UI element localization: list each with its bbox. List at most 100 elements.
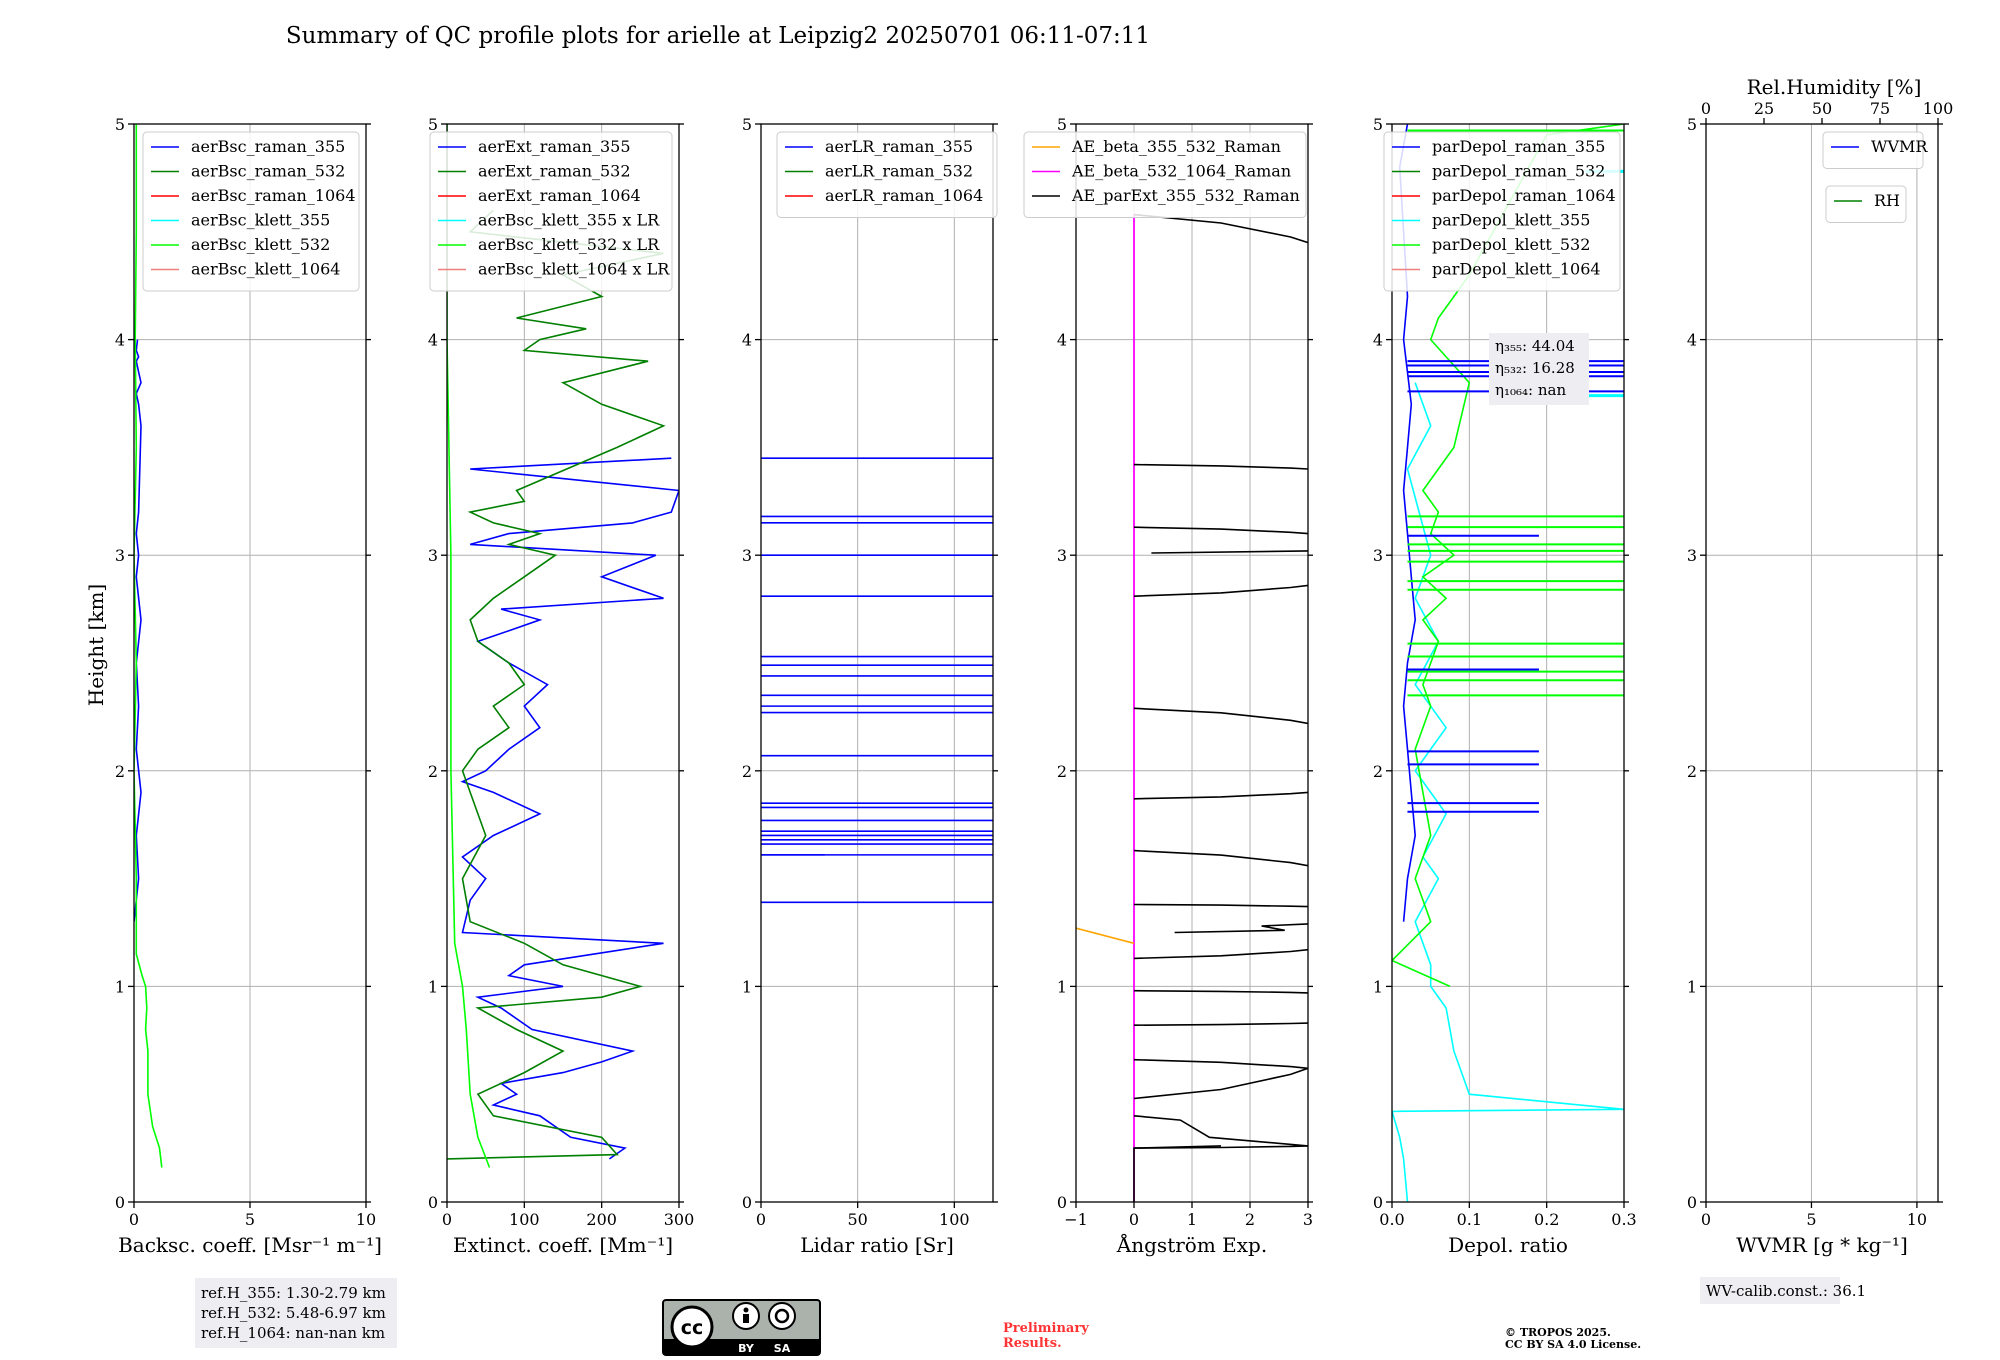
pardepol-klett-355-line xyxy=(1392,382,1624,1202)
y-tick-label: 5 xyxy=(1057,115,1067,134)
y-tick-label: 4 xyxy=(428,331,438,350)
top-tick-label: 50 xyxy=(1812,99,1832,118)
ae-beta-355-532-line xyxy=(1076,927,1135,945)
y-tick-label: 1 xyxy=(115,977,125,996)
x-tick-label: 100 xyxy=(509,1210,540,1229)
x-tick-label: 5 xyxy=(1806,1210,1816,1229)
legend-label: aerBsc_raman_532 xyxy=(191,162,345,181)
plot-area-ae xyxy=(1076,213,1308,1202)
y-tick-label: 4 xyxy=(1687,331,1697,350)
y-tick-label: 0 xyxy=(742,1193,752,1212)
panel-depol: 0.0 0.1 0.2 0.3 0 1 2 3 4 5 Depol. ratio parDepol_r… xyxy=(1373,115,1637,1257)
legend-label: AE_beta_532_1064_Raman xyxy=(1071,162,1291,181)
y-tick-label: 0 xyxy=(428,1193,438,1212)
legend-rh: RH xyxy=(1825,185,1907,223)
axes-frame xyxy=(446,123,680,1203)
wv-calibration-text: WV-calib.const.: 36.1 xyxy=(1706,1282,1866,1300)
x-tick-label: 300 xyxy=(664,1210,695,1229)
y-tick-label: 3 xyxy=(1373,546,1383,565)
ae-parext-355-532-line xyxy=(1133,791,1308,800)
legend-depol: parDepol_raman_355 parDepol_raman_532 parD… xyxy=(1383,131,1621,292)
legend-label: aerLR_raman_1064 xyxy=(825,186,983,205)
y-tick-label: 1 xyxy=(1057,977,1067,996)
legend-lr: aerLR_raman_355 aerLR_raman_532 aerLR_rama… xyxy=(776,131,998,218)
series-aerBsc_raman_355 xyxy=(134,339,142,922)
eta-background xyxy=(1489,333,1589,405)
panel-bsc: 0 5 10 0 1 2 3 4 5 Backsc. coeff. [Msr⁻¹ m⁻¹] aerB… xyxy=(115,115,382,1257)
ae-parext-355-532-line xyxy=(1133,1022,1308,1026)
cc-icon xyxy=(670,1305,714,1349)
ae-parext-355-532-line xyxy=(1133,463,1308,470)
plot-area-ext xyxy=(447,124,679,1168)
legend-ext: aerExt_raman_355 aerExt_raman_532 aerExt_r… xyxy=(429,131,673,292)
y-tick-label: 0 xyxy=(1687,1193,1697,1212)
legend-label: AE_parExt_355_532_Raman xyxy=(1071,186,1300,205)
legend-ae: AE_beta_355_532_Raman AE_beta_532_1064_Ra… xyxy=(1023,131,1307,218)
ae-parext-355-532-line xyxy=(1133,1058,1308,1070)
copyright-line-2: CC BY SA 4.0 License. xyxy=(1505,1338,1641,1351)
axes-frame xyxy=(760,123,994,1203)
y-tick-label: 2 xyxy=(115,762,125,781)
x-tick-label: 50 xyxy=(847,1210,867,1229)
x-tick-label: 0 xyxy=(1701,1210,1711,1229)
x-tick-label: 0.1 xyxy=(1457,1210,1482,1229)
by-person-head xyxy=(743,1307,749,1313)
panel-ext: 0 100 200 300 0 1 2 3 4 5 Extinct. coeff. [Mm⁻¹] ae… xyxy=(428,115,694,1257)
y-tick-label: 1 xyxy=(1687,977,1697,996)
x-tick-label: 100 xyxy=(939,1210,970,1229)
y-tick-label: 0 xyxy=(115,1193,125,1212)
sa-share-icon xyxy=(768,1302,796,1330)
cc-by-label: BY xyxy=(738,1342,755,1355)
legend-label: parDepol_raman_1064 xyxy=(1432,186,1616,205)
preliminary-line-2: Results. xyxy=(1003,1336,1062,1351)
x-tick-label: 0 xyxy=(129,1210,139,1229)
legend-label: parDepol_klett_1064 xyxy=(1432,260,1601,279)
wv-calibration-background xyxy=(1700,1277,1840,1304)
legend-label: aerBsc_raman_355 xyxy=(191,137,345,156)
x-tick-label: 2 xyxy=(1245,1210,1255,1229)
ae-parext-355-532-line xyxy=(1133,1145,1222,1202)
legend-box xyxy=(1383,131,1621,292)
wv-calibration-box: WV-calib.const.: 36.1 xyxy=(1700,1277,1866,1304)
x-axis-label: Lidar ratio [Sr] xyxy=(800,1233,954,1257)
x-axis-label: WVMR [g * kg⁻¹] xyxy=(1736,1233,1908,1257)
top-tick-label: 25 xyxy=(1754,99,1774,118)
plot-area-lr xyxy=(761,457,993,904)
x-axis-label: Depol. ratio xyxy=(1448,1233,1568,1257)
y-tick-label: 4 xyxy=(115,331,125,350)
legend-label: aerBsc_klett_1064 xyxy=(191,260,340,279)
eta-label: η₅₃₂: 16.28 xyxy=(1495,359,1575,377)
y-tick-label: 5 xyxy=(742,115,752,134)
legend-bsc: aerBsc_raman_355 aerBsc_raman_532 aerBsc_r… xyxy=(142,131,360,292)
series-aerBsc_klett_532 x LR xyxy=(447,124,491,1168)
by-person-body xyxy=(743,1314,749,1323)
legend-label: parDepol_klett_532 xyxy=(1432,235,1590,254)
legend-box xyxy=(1023,131,1307,218)
angstrom-eta-box: η₃₅₅: 44.04 η₅₃₂: 16.28 η₁₀₆₄: nan xyxy=(1489,333,1589,405)
x-tick-label: 1 xyxy=(1187,1210,1197,1229)
legend-box xyxy=(142,131,360,292)
y-tick-label: 5 xyxy=(1687,115,1697,134)
x-tick-label: 200 xyxy=(586,1210,617,1229)
x-tick-label: 0.0 xyxy=(1379,1210,1404,1229)
y-axis-label: Height [km] xyxy=(84,584,108,706)
y-tick-label: 0 xyxy=(1057,1193,1067,1212)
x-tick-label: 5 xyxy=(245,1210,255,1229)
x-tick-label: 10 xyxy=(1907,1210,1927,1229)
legend-box xyxy=(429,131,673,292)
x-tick-label: 10 xyxy=(356,1210,376,1229)
reference-height-background xyxy=(195,1278,397,1348)
preliminary-line-1: Preliminary xyxy=(1003,1321,1089,1336)
legend-label: RH xyxy=(1874,191,1900,210)
legend-box xyxy=(1825,185,1907,223)
x-tick-label: 0 xyxy=(442,1210,452,1229)
x-axis-label: Backsc. coeff. [Msr⁻¹ m⁻¹] xyxy=(118,1233,382,1257)
reference-height-1064: ref.H_1064: nan-nan km xyxy=(201,1324,385,1342)
sa-share-arrow xyxy=(774,1308,790,1324)
y-tick-label: 3 xyxy=(115,546,125,565)
top-tick-label: 0 xyxy=(1701,99,1711,118)
x-tick-label: −1 xyxy=(1064,1210,1088,1229)
